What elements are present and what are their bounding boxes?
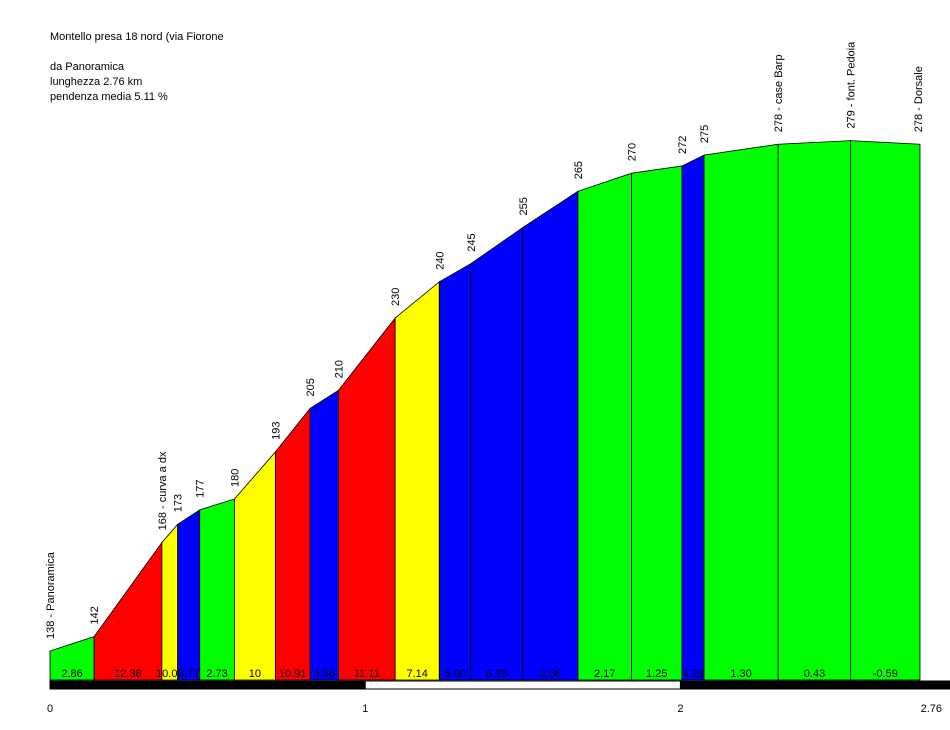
gradient-label-17: 1.30 xyxy=(730,668,751,680)
gradient-label-2: 12.38 xyxy=(114,668,142,680)
altitude-label-17: 275 xyxy=(699,125,711,143)
altitude-label-20: 278 - Dorsale xyxy=(913,66,925,132)
gradient-label-5: 2.73 xyxy=(206,668,227,680)
distance-axis: 0 1 2 2.76 xyxy=(47,680,950,715)
gradient-label-7: 10.91 xyxy=(279,668,307,680)
altitude-labels: 138 - Panoramica 142 168 - curva a dx 173 17… xyxy=(45,41,925,639)
altitude-label-3: 168 - curva a dx xyxy=(157,451,169,530)
profile-segment-11 xyxy=(438,263,472,681)
altitude-label-10: 230 xyxy=(390,288,402,306)
profile-segment-3 xyxy=(161,523,179,681)
altitude-label-16: 272 xyxy=(677,136,689,154)
km-bar-1 xyxy=(49,680,366,690)
gradient-label-18: 0.43 xyxy=(804,668,825,680)
altitude-label-15: 270 xyxy=(627,143,639,161)
altitude-label-19: 279 - font. Pedoia xyxy=(846,41,858,129)
gradient-label-1: 2.86 xyxy=(61,668,82,680)
x-tick-label-3: 2 xyxy=(677,703,683,715)
altitude-label-13: 255 xyxy=(518,197,530,215)
length-label: lunghezza 2.76 km xyxy=(50,76,143,88)
profile-segments xyxy=(49,140,921,681)
profile-segment-17 xyxy=(703,143,779,681)
profile-segment-4 xyxy=(177,509,201,681)
altitude-label-5: 177 xyxy=(195,480,207,498)
gradient-label-15: 1.25 xyxy=(646,668,667,680)
km-bar-3 xyxy=(679,680,950,690)
profile-segment-16 xyxy=(681,154,705,681)
altitude-label-18: 278 - case Barp xyxy=(773,55,785,133)
gradient-label-9: 11.11 xyxy=(354,668,380,680)
x-tick-label-4: 2.76 xyxy=(921,703,942,715)
profile-segment-7 xyxy=(274,407,311,681)
gradient-label-14: 2.17 xyxy=(594,668,615,680)
x-tick-label-2: 1 xyxy=(362,703,368,715)
gradient-labels: 2.86 12.38 10.005.71 2.73 10 10.91 5.56 11.11 7.… xyxy=(61,668,897,680)
gradient-label-16: 4.29 xyxy=(682,668,703,680)
gradient-label-3: 10.00 xyxy=(156,668,184,680)
profile-segment-5 xyxy=(199,498,235,681)
altitude-label-8: 205 xyxy=(305,378,317,396)
gradient-label-19: -0.59 xyxy=(873,668,898,680)
gradient-label-10: 7.14 xyxy=(406,668,427,680)
altitude-label-1: 138 - Panoramica xyxy=(45,551,57,639)
altitude-label-6: 180 xyxy=(229,469,241,487)
gradient-label-11: 5.00 xyxy=(444,668,465,680)
gradient-label-12: 6.25 xyxy=(486,668,507,680)
profile-segment-9 xyxy=(338,316,396,681)
x-tick-label-1: 0 xyxy=(47,703,53,715)
gradient-label-8: 5.56 xyxy=(313,668,334,680)
profile-segment-19 xyxy=(850,140,921,681)
altitude-label-7: 193 xyxy=(270,422,282,440)
altitude-label-12: 245 xyxy=(466,233,478,251)
gradient-label: pendenza media 5.11 % xyxy=(50,91,168,103)
altitude-label-9: 210 xyxy=(333,360,345,378)
profile-segment-12 xyxy=(470,226,524,681)
start-label: da Panoramica xyxy=(50,61,124,73)
altitude-label-2: 142 xyxy=(89,606,101,624)
profile-segment-15 xyxy=(631,165,683,681)
altitude-label-11: 240 xyxy=(434,251,446,269)
profile-segment-2 xyxy=(93,541,163,681)
gradient-label-13: 5.56 xyxy=(540,668,561,680)
gradient-label-4: 5.71 xyxy=(178,668,199,680)
gradient-label-6: 10 xyxy=(249,668,261,680)
profile-segment-10 xyxy=(394,280,440,681)
profile-segment-8 xyxy=(309,389,339,681)
km-bar-2 xyxy=(364,680,681,690)
altitude-label-14: 265 xyxy=(573,161,585,179)
profile-segment-13 xyxy=(522,190,579,681)
chart-title: Montello presa 18 nord (via Fiorone xyxy=(50,31,224,43)
profile-segment-14 xyxy=(577,172,632,681)
altitude-label-4: 173 xyxy=(173,494,185,512)
profile-segment-18 xyxy=(777,140,852,681)
